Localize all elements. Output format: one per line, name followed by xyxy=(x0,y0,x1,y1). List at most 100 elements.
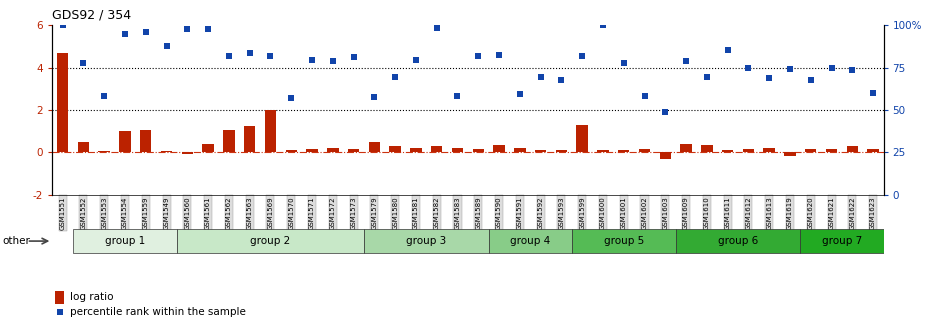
Point xyxy=(741,65,756,70)
Bar xyxy=(618,150,630,153)
Bar xyxy=(140,130,151,153)
Bar xyxy=(846,146,858,153)
Bar xyxy=(493,145,504,153)
Bar xyxy=(452,148,464,153)
Bar xyxy=(390,146,401,153)
Bar xyxy=(514,148,525,153)
Bar xyxy=(177,229,364,253)
Bar xyxy=(805,149,816,153)
Bar xyxy=(867,149,879,153)
Bar xyxy=(722,150,733,153)
Bar xyxy=(680,144,692,153)
Point xyxy=(325,58,340,64)
Text: group 6: group 6 xyxy=(718,236,758,246)
Bar xyxy=(202,144,214,153)
Point xyxy=(491,52,506,57)
Bar xyxy=(785,153,796,156)
Point xyxy=(845,67,860,73)
Point xyxy=(284,96,299,101)
Bar xyxy=(265,110,276,153)
Bar xyxy=(800,229,884,253)
Point xyxy=(346,54,361,60)
Bar xyxy=(431,146,443,153)
Point xyxy=(596,23,611,28)
Point xyxy=(304,57,319,63)
Bar xyxy=(535,150,546,153)
Point xyxy=(636,93,652,99)
Point xyxy=(533,75,548,80)
Bar xyxy=(701,145,712,153)
Bar xyxy=(55,291,65,304)
Point xyxy=(575,53,590,59)
Text: group 1: group 1 xyxy=(104,236,145,246)
Point xyxy=(783,66,798,71)
Text: group 5: group 5 xyxy=(603,236,644,246)
Point xyxy=(512,91,527,97)
Point xyxy=(408,57,424,63)
Point xyxy=(242,50,257,55)
Bar xyxy=(348,149,359,153)
Point xyxy=(803,78,818,83)
Bar xyxy=(78,142,89,153)
Bar xyxy=(675,229,800,253)
Point xyxy=(657,110,673,115)
Point xyxy=(720,47,735,52)
Bar xyxy=(57,53,68,153)
Bar xyxy=(826,149,837,153)
Point xyxy=(678,58,694,64)
Bar xyxy=(410,148,422,153)
Point xyxy=(388,75,403,80)
Bar xyxy=(120,131,131,153)
Point xyxy=(470,53,485,59)
Bar xyxy=(598,150,609,153)
Bar xyxy=(577,125,588,153)
Bar xyxy=(223,130,235,153)
Point xyxy=(76,61,91,66)
Point xyxy=(55,23,70,28)
Point xyxy=(450,93,465,99)
Bar xyxy=(743,149,754,153)
Bar xyxy=(556,150,567,153)
Point xyxy=(824,65,839,70)
Text: other: other xyxy=(2,236,29,246)
Bar xyxy=(364,229,488,253)
Text: percentile rank within the sample: percentile rank within the sample xyxy=(70,307,246,318)
Point xyxy=(118,31,133,36)
Point xyxy=(762,76,777,81)
Bar xyxy=(572,229,675,253)
Text: log ratio: log ratio xyxy=(70,292,114,302)
Text: GDS92 / 354: GDS92 / 354 xyxy=(52,8,131,22)
Point xyxy=(180,27,195,32)
Bar xyxy=(764,148,775,153)
Bar xyxy=(181,153,193,154)
Text: group 2: group 2 xyxy=(251,236,291,246)
Bar xyxy=(488,229,572,253)
Point xyxy=(429,26,445,31)
Point xyxy=(200,27,216,32)
Bar xyxy=(306,149,317,153)
Bar xyxy=(638,149,650,153)
Bar xyxy=(161,152,172,153)
Point xyxy=(554,78,569,83)
Point xyxy=(97,93,112,99)
Bar xyxy=(472,149,484,153)
Point xyxy=(52,310,67,315)
Text: group 7: group 7 xyxy=(822,236,862,246)
Point xyxy=(221,53,237,59)
Point xyxy=(263,53,278,59)
Bar xyxy=(286,150,297,153)
Point xyxy=(865,90,881,96)
Point xyxy=(138,29,153,34)
Bar xyxy=(659,153,671,159)
Bar xyxy=(73,229,177,253)
Bar xyxy=(327,148,338,153)
Point xyxy=(617,61,632,66)
Text: group 3: group 3 xyxy=(407,236,446,246)
Bar xyxy=(369,142,380,153)
Point xyxy=(159,44,174,49)
Point xyxy=(367,95,382,100)
Bar xyxy=(99,152,110,153)
Text: group 4: group 4 xyxy=(510,236,550,246)
Bar xyxy=(244,126,256,153)
Point xyxy=(699,75,714,80)
